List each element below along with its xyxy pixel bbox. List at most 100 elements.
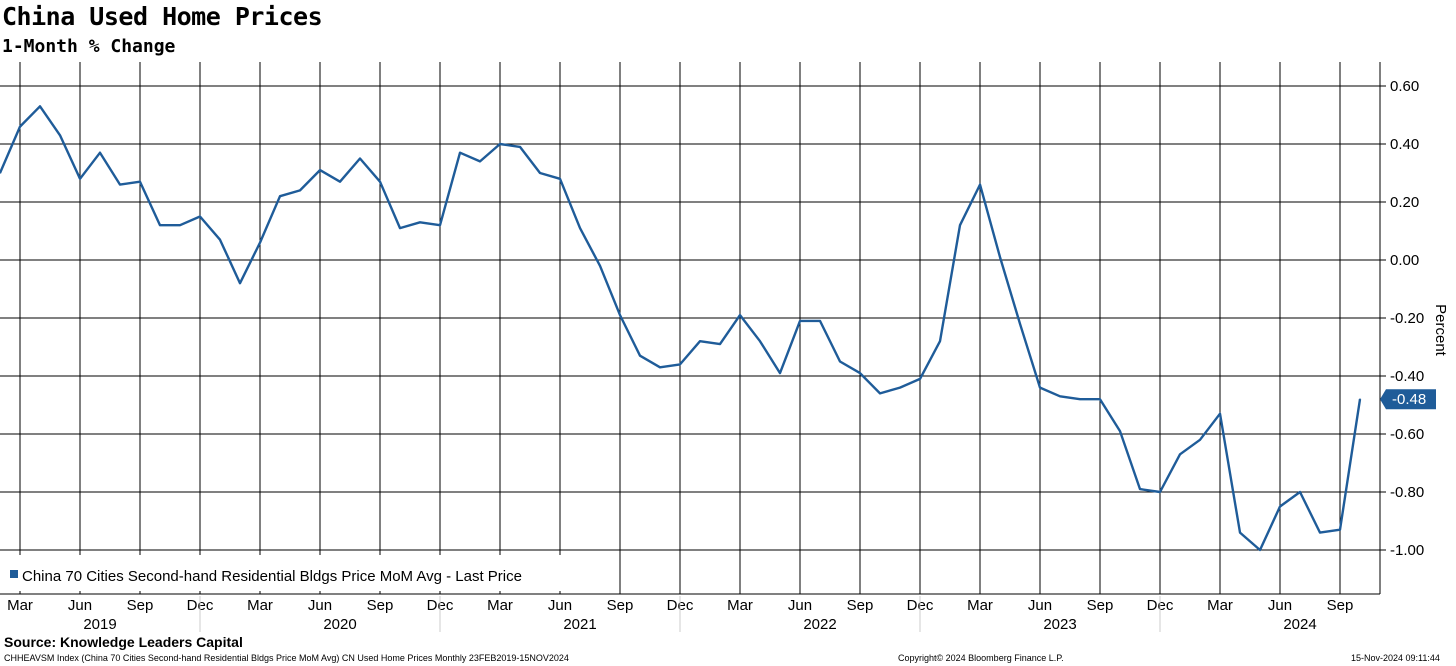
- data-point: [939, 340, 941, 343]
- y-axis-ticks: 0.60 0.40 0.20 0.00 -0.20 -0.40 -0.60 -0.80 -1.0…: [1380, 78, 1424, 559]
- timestamp: 15-Nov-2024 09:11:44: [1351, 653, 1440, 663]
- data-point: [739, 314, 741, 316]
- data-point: [1079, 398, 1081, 401]
- data-point: [259, 241, 261, 244]
- data-point: [299, 189, 301, 192]
- data-point: [239, 282, 241, 285]
- x-tick-label: Sep: [847, 597, 874, 614]
- last-value-tag: [1380, 389, 1436, 410]
- data-point: [1199, 439, 1201, 441]
- data-point: [199, 215, 201, 218]
- data-point: [99, 151, 101, 154]
- data-point: [499, 143, 501, 145]
- y-axis-label: Percent: [1432, 304, 1449, 357]
- data-point: [39, 105, 41, 108]
- data-point: [759, 340, 761, 343]
- year-label: 2020: [323, 616, 356, 633]
- data-point: [619, 314, 621, 316]
- y-tick-label: 0.40: [1390, 136, 1419, 153]
- y-tick-label: -1.00: [1390, 542, 1424, 559]
- data-point: [1139, 488, 1141, 490]
- x-tick-label: Sep: [1087, 597, 1114, 614]
- data-point: [1259, 549, 1261, 551]
- last-value-label: -0.48: [1392, 391, 1426, 408]
- year-label: 2022: [803, 616, 836, 633]
- data-point: [379, 180, 381, 183]
- data-point: [579, 227, 581, 229]
- data-point: [219, 238, 221, 241]
- legend-entry: China 70 Cities Second-hand Residential …: [22, 568, 522, 585]
- data-point: [1219, 412, 1221, 415]
- chart-title: China Used Home Prices: [2, 2, 323, 31]
- x-tick-label: Jun: [68, 597, 92, 614]
- y-tick-label: -0.40: [1390, 368, 1424, 385]
- x-tick-label: Mar: [7, 597, 33, 614]
- x-tick-label: Jun: [1268, 597, 1292, 614]
- y-tick-label: 0.60: [1390, 78, 1419, 95]
- x-tick-label: Sep: [367, 597, 394, 614]
- data-point: [959, 224, 961, 226]
- data-point: [1159, 491, 1161, 493]
- data-point: [479, 160, 481, 163]
- y-tick-label: -0.20: [1390, 310, 1424, 327]
- index-info: CHHEAVSM Index (China 70 Cities Second-h…: [4, 653, 569, 663]
- x-tick-label: Jun: [1028, 597, 1052, 614]
- year-label: 2023: [1043, 616, 1076, 633]
- x-tick-label: Sep: [127, 597, 154, 614]
- y-tick-label: 0.00: [1390, 252, 1419, 269]
- x-tick-label: Jun: [788, 597, 812, 614]
- data-point: [719, 343, 721, 345]
- data-point: [799, 320, 801, 322]
- data-point: [559, 178, 561, 180]
- legend-box: [0, 555, 562, 591]
- year-label: 2024: [1283, 616, 1316, 633]
- data-point: [1239, 531, 1241, 534]
- data-point: [879, 392, 881, 395]
- data-point: [1279, 505, 1281, 508]
- source-note: Source: Knowledge Leaders Capital: [4, 634, 243, 650]
- data-point: [179, 224, 181, 226]
- x-tick-label: Mar: [1207, 597, 1233, 614]
- data-point: [0, 172, 1, 174]
- data-point: [419, 221, 421, 224]
- data-point: [639, 354, 641, 357]
- x-tick-label: Sep: [1327, 597, 1354, 614]
- data-point: [679, 363, 681, 366]
- data-point: [1019, 323, 1021, 325]
- x-tick-label: Sep: [607, 597, 634, 614]
- data-point: [899, 386, 901, 389]
- data-point: [1359, 398, 1361, 401]
- data-point: [459, 151, 461, 154]
- data-point: [339, 180, 341, 183]
- x-axis-year-labels: 2019 2020 2021 2022 2023 2024: [83, 596, 1317, 633]
- data-point: [319, 169, 321, 171]
- data-point: [1339, 528, 1341, 531]
- data-point: [1119, 430, 1121, 432]
- data-point: [979, 183, 981, 186]
- horizontal-gridlines: [0, 85, 1380, 551]
- data-point: [1299, 491, 1301, 493]
- data-point: [819, 320, 821, 322]
- data-point: [599, 265, 601, 267]
- data-point: [1099, 398, 1101, 401]
- data-point: [919, 378, 921, 380]
- data-point: [1059, 395, 1061, 398]
- data-point: [1039, 386, 1041, 389]
- chart-subtitle: 1-Month % Change: [2, 36, 176, 57]
- year-label: 2021: [563, 616, 596, 633]
- x-tick-label: Jun: [308, 597, 332, 614]
- y-tick-label: 0.20: [1390, 194, 1419, 211]
- data-point: [19, 125, 21, 128]
- data-point: [439, 224, 441, 226]
- data-point: [279, 195, 281, 197]
- last-value-marker: -0.48: [1380, 389, 1436, 410]
- data-point: [359, 157, 361, 160]
- x-tick-label: Mar: [967, 597, 993, 614]
- data-point: [139, 180, 141, 183]
- year-label: 2019: [83, 616, 116, 633]
- data-point: [839, 360, 841, 363]
- data-point: [519, 146, 521, 148]
- data-point: [699, 340, 701, 343]
- y-tick-label: -0.60: [1390, 426, 1424, 443]
